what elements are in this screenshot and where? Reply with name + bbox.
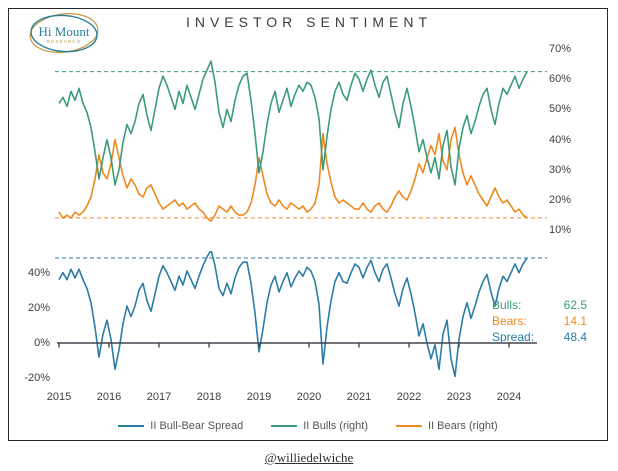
axis-tick-label: 2017	[146, 391, 172, 403]
legend-line-swatch	[271, 425, 298, 427]
axis-tick-label: -20%	[24, 372, 50, 385]
legend-item: II Bull-Bear Spread	[118, 420, 243, 432]
axis-tick-label: 30%	[549, 163, 572, 176]
legend-line-swatch	[396, 425, 423, 427]
axis-tick-label: 40%	[549, 133, 572, 146]
axis-tick-label: 2023	[446, 391, 472, 403]
annotation-row: Bulls: 62.5	[492, 297, 587, 313]
legend-label: II Bears (right)	[428, 420, 498, 432]
chart-legend: II Bull-Bear Spread II Bulls (right) II Be…	[8, 420, 608, 432]
chart-frame	[8, 8, 608, 441]
annotation-label: Bears:	[492, 314, 527, 328]
axis-tick-label: 10%	[549, 224, 572, 237]
axis-tick-label: 70%	[549, 43, 572, 55]
legend-label: II Bulls (right)	[303, 420, 369, 432]
axis-tick-label: 2024	[496, 391, 522, 403]
annotation-label: Bulls:	[492, 298, 522, 312]
logo-text: Hi Mount	[39, 24, 90, 39]
annotation-value: 14.1	[563, 314, 587, 328]
annotation-label: Spread:	[492, 330, 535, 344]
legend-line-swatch	[118, 425, 145, 427]
axis-tick-label: 60%	[549, 73, 572, 86]
axis-tick-label: 0%	[34, 337, 50, 349]
axis-tick-label: 50%	[549, 103, 572, 116]
annotation-row: Bears: 14.1	[492, 313, 587, 329]
attribution-link[interactable]: @williedelwiche	[264, 450, 354, 465]
axis-tick-label: 20%	[549, 194, 572, 206]
axis-tick-label: 2018	[196, 391, 222, 403]
axis-tick-label: 2021	[346, 391, 372, 403]
page-title: INVESTOR SENTIMENT	[185, 14, 433, 30]
annotation-value: 62.5	[563, 298, 587, 312]
logo-oval-teal	[30, 14, 98, 53]
logo-subtext: RESEARCH	[47, 39, 82, 44]
axis-tick-label: 2015	[46, 391, 72, 403]
axis-tick-label: 40%	[27, 266, 50, 279]
current-values-annotation: Bulls: 62.5 Bears: 14.1 Spread: 48.4	[492, 297, 587, 345]
axis-tick-label: 2020	[296, 391, 322, 403]
legend-item: II Bears (right)	[396, 420, 498, 432]
hi-mount-logo: Hi Mount RESEARCH	[29, 13, 99, 53]
axis-tick-label: 2022	[396, 391, 422, 403]
legend-item: II Bulls (right)	[271, 420, 368, 432]
annotation-value: 48.4	[563, 330, 587, 344]
legend-label: II Bull-Bear Spread	[150, 420, 244, 432]
axis-tick-label: 20%	[27, 301, 50, 314]
attribution-footer: @williedelwiche	[0, 450, 618, 466]
axis-tick-label: 2016	[96, 391, 122, 403]
annotation-row: Spread: 48.4	[492, 329, 587, 345]
axis-tick-label: 2019	[246, 391, 272, 403]
